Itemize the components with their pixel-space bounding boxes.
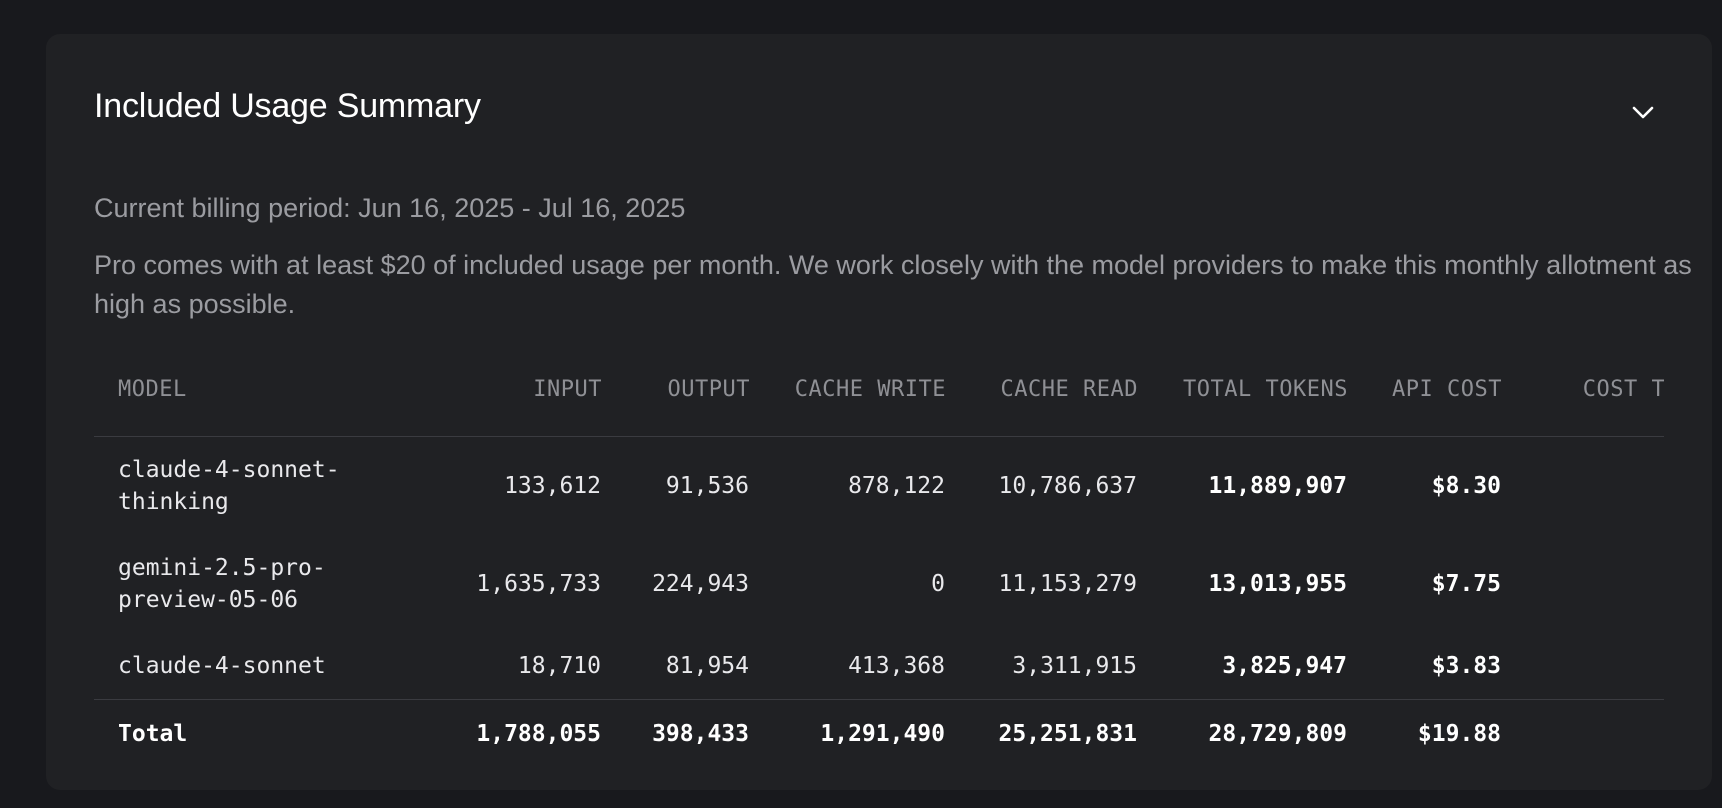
usage-table: MODEL INPUT OUTPUT CACHE WRITE CACHE REA…: [94, 360, 1664, 768]
total-output: 398,433: [602, 699, 750, 768]
total-api-cost: $19.88: [1348, 699, 1502, 768]
header-total-tokens: TOTAL TOKENS: [1138, 360, 1348, 437]
total-cache-write: 1,291,490: [750, 699, 946, 768]
header-input: INPUT: [380, 360, 602, 437]
cell-output: 91,536: [665, 473, 749, 499]
usage-description: Pro comes with at least $20 of included …: [94, 250, 1692, 319]
cell-cost-to-you: $0: [1502, 535, 1664, 633]
cell-api-cost: $8.30: [1431, 473, 1501, 499]
cell-cache-write: 413,368: [848, 653, 945, 679]
cell-api-cost: $7.75: [1431, 571, 1501, 597]
cell-output: 224,943: [652, 571, 749, 597]
collapse-button[interactable]: [1624, 94, 1662, 132]
cell-model: gemini-2.5-pro-preview-05-06: [118, 555, 326, 613]
cell-cache-read: 10,786,637: [998, 473, 1137, 499]
cell-cost-to-you: $0: [1502, 437, 1664, 536]
cell-model: claude-4-sonnet-thinking: [118, 457, 340, 515]
table-row: claude-4-sonnet-thinking 133,612 91,536 …: [94, 437, 1664, 536]
chevron-down-icon: [1632, 106, 1654, 119]
cell-model: claude-4-sonnet: [118, 653, 326, 679]
cell-output: 81,954: [665, 653, 749, 679]
cell-cache-read: 3,311,915: [1012, 653, 1137, 679]
usage-table-container[interactable]: MODEL INPUT OUTPUT CACHE WRITE CACHE REA…: [94, 360, 1664, 768]
table-total-row: Total 1,788,055 398,433 1,291,490 25,251…: [94, 699, 1664, 768]
header-cache-write: CACHE WRITE: [750, 360, 946, 437]
card-title: Included Usage Summary: [94, 87, 481, 125]
cell-total-tokens: 13,013,955: [1208, 571, 1347, 597]
header-output: OUTPUT: [602, 360, 750, 437]
total-input: 1,788,055: [380, 699, 602, 768]
header-api-cost: API COST: [1348, 360, 1502, 437]
billing-period: Current billing period: Jun 16, 2025 - J…: [94, 193, 686, 223]
table-header-row: MODEL INPUT OUTPUT CACHE WRITE CACHE REA…: [94, 360, 1664, 437]
cell-input: 18,710: [517, 653, 601, 679]
total-cache-read: 25,251,831: [946, 699, 1138, 768]
cell-cache-write: 0: [931, 571, 945, 597]
total-cost-to-you: $0: [1502, 699, 1664, 768]
cell-total-tokens: 3,825,947: [1222, 653, 1347, 679]
total-total-tokens: 28,729,809: [1138, 699, 1348, 768]
cell-cache-read: 11,153,279: [998, 571, 1137, 597]
cell-cost-to-you: $0: [1502, 633, 1664, 700]
cell-input: 1,635,733: [476, 571, 601, 597]
total-label: Total: [94, 699, 380, 768]
header-cache-read: CACHE READ: [946, 360, 1138, 437]
header-model: MODEL: [94, 360, 380, 437]
cell-total-tokens: 11,889,907: [1208, 473, 1347, 499]
table-row: claude-4-sonnet 18,710 81,954 413,368 3,…: [94, 633, 1664, 700]
usage-summary-card: Included Usage Summary Current billing p…: [46, 34, 1712, 790]
cell-input: 133,612: [504, 473, 601, 499]
cell-cache-write: 878,122: [848, 473, 945, 499]
table-row: gemini-2.5-pro-preview-05-06 1,635,733 2…: [94, 535, 1664, 633]
header-cost-to-you: COST TO YOU: [1502, 360, 1664, 437]
cell-api-cost: $3.83: [1431, 653, 1501, 679]
